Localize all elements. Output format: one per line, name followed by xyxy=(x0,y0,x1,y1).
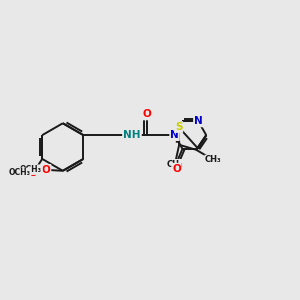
Text: NH: NH xyxy=(123,130,141,140)
Text: O: O xyxy=(142,109,151,119)
Text: S: S xyxy=(175,122,182,132)
Text: OCH₃: OCH₃ xyxy=(20,165,42,174)
Text: N: N xyxy=(170,130,179,140)
Text: O: O xyxy=(42,165,50,175)
Text: CH₃: CH₃ xyxy=(167,160,183,169)
Text: OCH₃: OCH₃ xyxy=(8,168,30,177)
Text: OCH₃: OCH₃ xyxy=(20,165,42,174)
Text: N: N xyxy=(194,116,203,126)
Text: O: O xyxy=(172,164,181,174)
Text: O: O xyxy=(29,168,38,178)
Text: O: O xyxy=(29,168,38,178)
Text: O: O xyxy=(172,164,181,174)
Text: OCH₃: OCH₃ xyxy=(8,168,30,177)
Text: NH: NH xyxy=(123,130,141,140)
Text: O: O xyxy=(142,109,151,119)
Text: O: O xyxy=(42,165,50,175)
Text: CH₃: CH₃ xyxy=(205,155,222,164)
